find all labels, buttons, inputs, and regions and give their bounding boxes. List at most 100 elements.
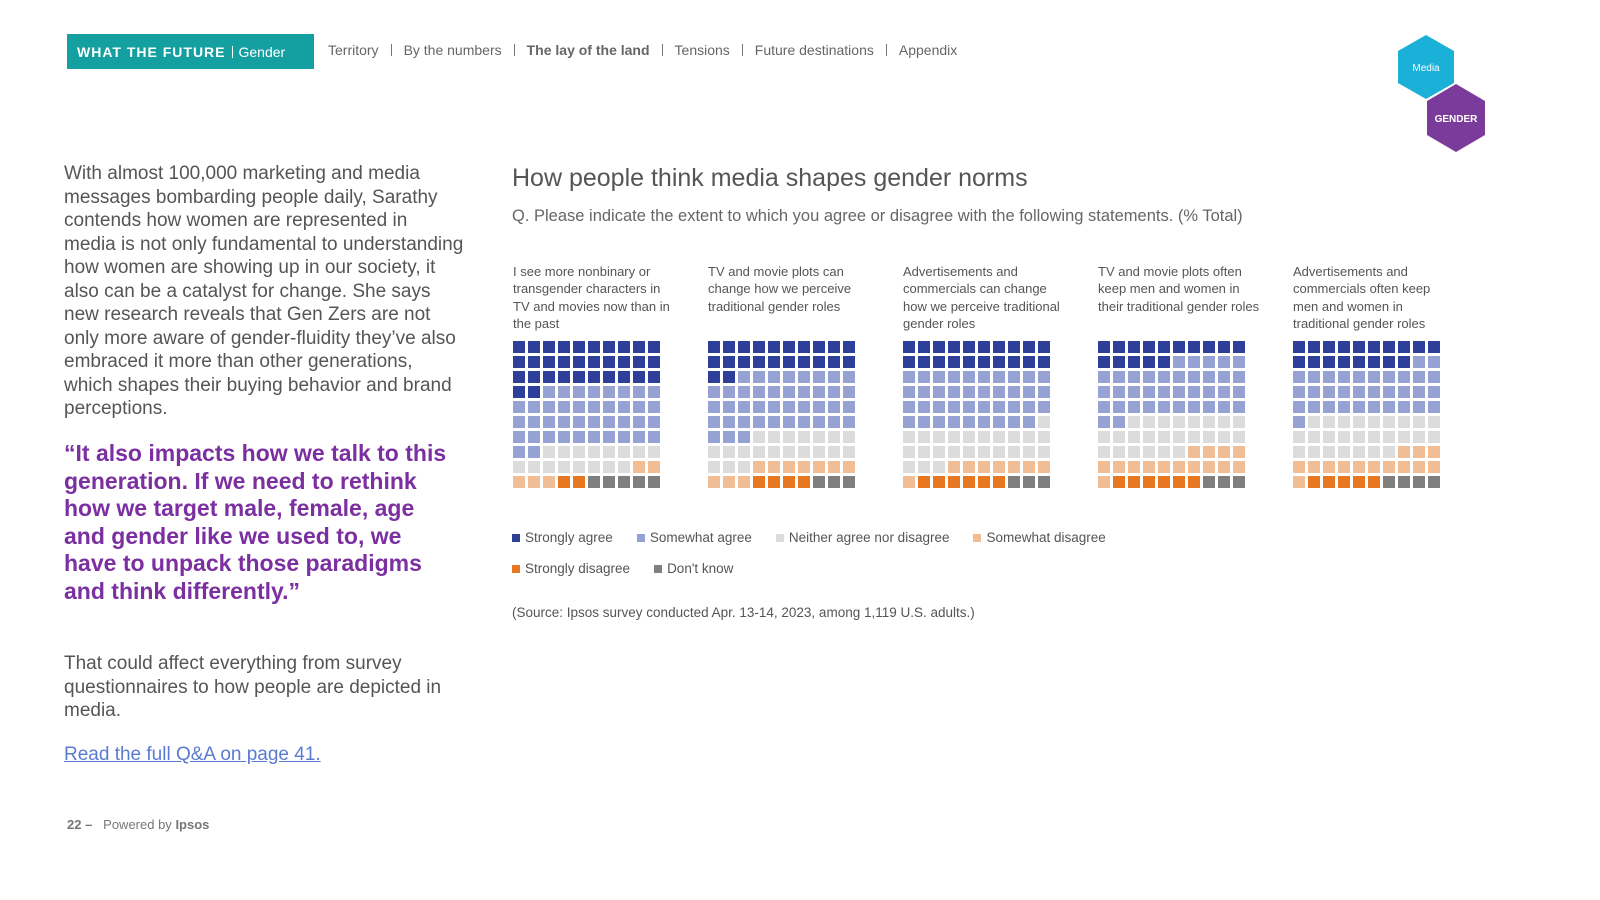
waffle-cell (1143, 371, 1155, 383)
waffle-cell (1308, 356, 1320, 368)
waffle-cell (648, 476, 660, 488)
nav-item[interactable]: Tensions (661, 43, 742, 57)
waffle-cell (918, 401, 930, 413)
waffle-cell (1338, 461, 1350, 473)
legend-swatch (973, 533, 982, 542)
waffle-cell (633, 341, 645, 353)
waffle-cell (1113, 386, 1125, 398)
waffle-cell (1143, 416, 1155, 428)
legend-label: Strongly disagree (525, 561, 631, 576)
waffle-cell (1173, 386, 1185, 398)
waffle-cell (1098, 356, 1110, 368)
waffle-cell (798, 461, 810, 473)
waffle-cell (738, 446, 750, 458)
waffle-cell (633, 461, 645, 473)
waffle-cell (798, 356, 810, 368)
waffle-cell (738, 476, 750, 488)
waffle-cell (783, 386, 795, 398)
waffle-cell (813, 476, 825, 488)
waffle-cell (648, 386, 660, 398)
waffle-cell (1233, 416, 1245, 428)
legend-label: Don't know (667, 561, 734, 576)
waffle-cell (798, 416, 810, 428)
waffle-cell (798, 371, 810, 383)
waffle-cell (588, 341, 600, 353)
link[interactable]: Read the full Q&A on page 41. (64, 744, 321, 765)
waffle-cell (1143, 341, 1155, 353)
waffle-cell (1203, 476, 1215, 488)
waffle-cell (1308, 371, 1320, 383)
waffle-cell (738, 461, 750, 473)
waffle-cell (723, 386, 735, 398)
waffle-cell (1383, 341, 1395, 353)
waffle-segment (513, 386, 660, 458)
waffle-cell (708, 401, 720, 413)
waffle-cell (828, 446, 840, 458)
badge-label[interactable]: Media (1412, 63, 1440, 74)
waffle-cell (963, 371, 975, 383)
waffle-cell (843, 416, 855, 428)
waffle-cell (903, 461, 915, 473)
waffle-cell (543, 386, 555, 398)
waffle-cell (768, 446, 780, 458)
waffle-cell (1038, 431, 1050, 443)
nav-item[interactable]: Territory (328, 42, 379, 58)
waffle-cell (1203, 401, 1215, 413)
waffle-cell (768, 461, 780, 473)
waffle-cell (783, 476, 795, 488)
waffle-cell (1368, 386, 1380, 398)
waffle-cell (843, 386, 855, 398)
waffle-cell (768, 356, 780, 368)
waffle-cell (1413, 446, 1425, 458)
waffle-cell (993, 401, 1005, 413)
waffle-cell (738, 386, 750, 398)
waffle-segment (1308, 476, 1380, 488)
nav-item[interactable]: Appendix (885, 43, 969, 57)
waffle-cell (573, 401, 585, 413)
waffle-cell (723, 356, 735, 368)
waffle-cell (1098, 386, 1110, 398)
nav-item[interactable]: The lay of the land (513, 43, 662, 57)
waffle-cell (1188, 371, 1200, 383)
waffle-cell (648, 461, 660, 473)
waffle-segment (903, 371, 1050, 428)
waffle-cell (1203, 356, 1215, 368)
waffle-cell (753, 371, 765, 383)
badge-label[interactable]: GENDER (1435, 114, 1479, 125)
waffle-cell (1398, 416, 1410, 428)
waffle-cell (1428, 416, 1440, 428)
waffle-cell (588, 371, 600, 383)
waffle-cell (993, 371, 1005, 383)
waffle-cell (1023, 356, 1035, 368)
waffle-cell (1233, 431, 1245, 443)
waffle-cell (1128, 446, 1140, 458)
waffle-cell (558, 371, 570, 383)
waffle-cell (753, 461, 765, 473)
waffle-cell (753, 386, 765, 398)
waffle-cell (1023, 341, 1035, 353)
waffle-cell (813, 416, 825, 428)
waffle-cell (603, 431, 615, 443)
waffle-cell (708, 386, 720, 398)
waffle-cell (978, 356, 990, 368)
waffle-cell (948, 446, 960, 458)
waffle-cell (1368, 356, 1380, 368)
nav-item[interactable]: Future destinations (741, 43, 886, 57)
brand-bar: WHAT THE FUTURE Gender (67, 34, 314, 69)
waffle-cell (1008, 461, 1020, 473)
waffle-cell (963, 341, 975, 353)
legend-swatch (512, 533, 520, 542)
waffle-cell (843, 401, 855, 413)
waffle-cell (1308, 416, 1320, 428)
waffle-cell (1098, 476, 1110, 488)
waffle-cell (1203, 446, 1215, 458)
legend-swatch (636, 533, 645, 542)
waffle-cell (1128, 461, 1140, 473)
waffle-cell (1308, 386, 1320, 398)
waffle-cell (1203, 431, 1215, 443)
waffle-cell (1323, 341, 1335, 353)
waffle-cell (1038, 341, 1050, 353)
nav-item[interactable]: By the numbers (390, 43, 514, 57)
waffle-cell (1338, 341, 1350, 353)
